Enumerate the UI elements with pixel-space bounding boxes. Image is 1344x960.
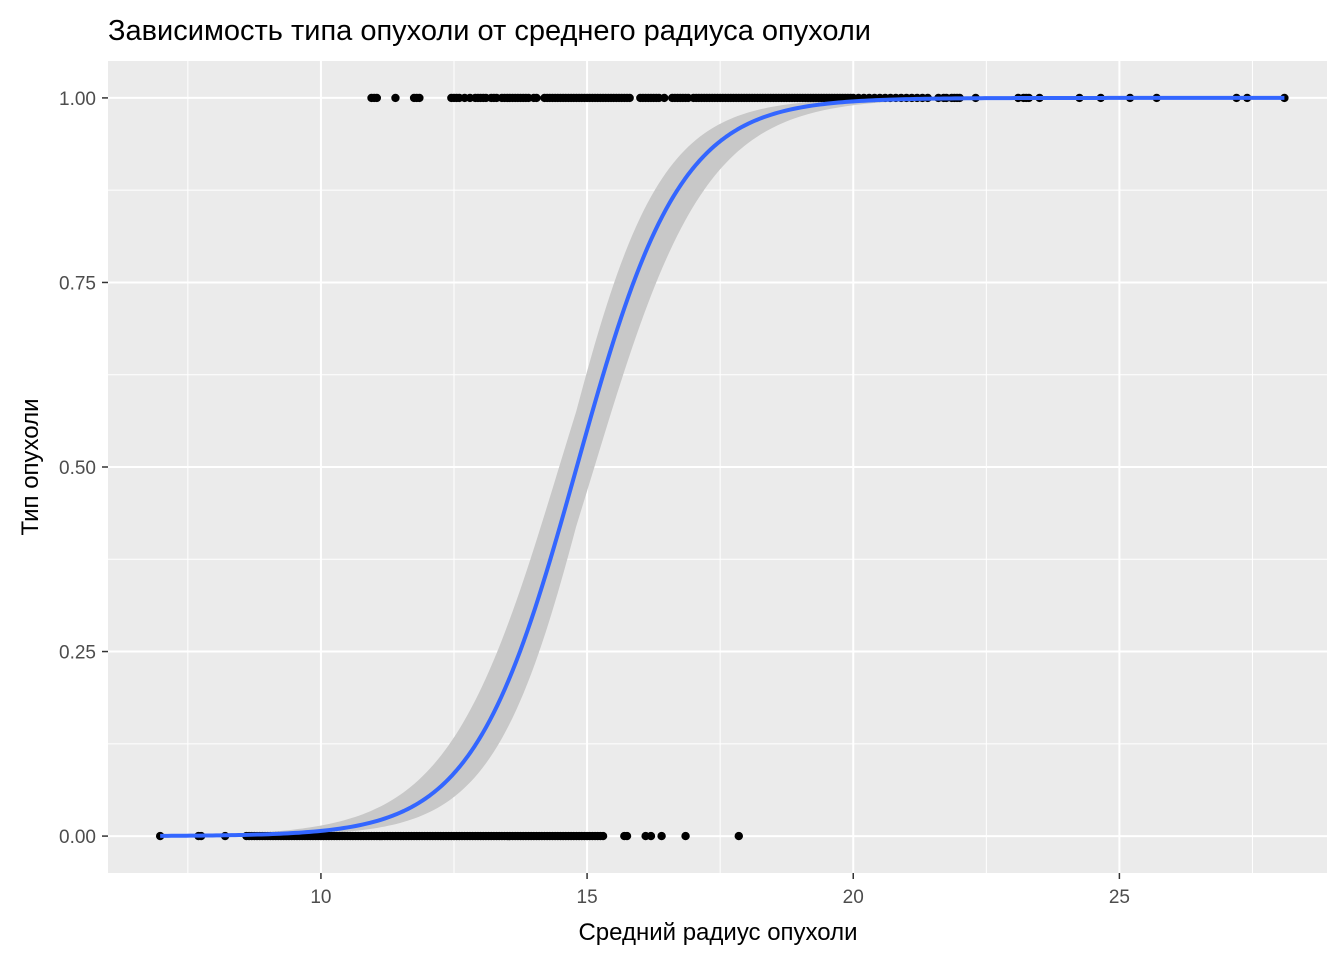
x-tick-label: 15 bbox=[577, 887, 598, 908]
data-point bbox=[415, 93, 424, 103]
data-point bbox=[391, 93, 400, 103]
data-point bbox=[734, 831, 743, 841]
y-axis-title: Тип опухоли bbox=[17, 399, 44, 536]
x-axis-ticks: 10 15 20 25 bbox=[310, 873, 1130, 908]
fit-line-layer bbox=[160, 95, 1285, 838]
data-point bbox=[622, 831, 632, 841]
y-tick-label: 0.25 bbox=[59, 643, 96, 664]
x-tick-label: 25 bbox=[1109, 887, 1130, 908]
data-points-layer bbox=[155, 93, 1289, 841]
fit-line bbox=[160, 95, 1285, 838]
data-point bbox=[660, 93, 669, 103]
data-point bbox=[657, 831, 666, 841]
y-tick-label: 0.00 bbox=[59, 827, 96, 848]
x-tick-label: 10 bbox=[310, 887, 331, 908]
data-point bbox=[681, 831, 690, 841]
data-point bbox=[625, 93, 634, 103]
data-point bbox=[646, 831, 656, 841]
data-point bbox=[1280, 93, 1289, 103]
x-axis-title: Средний радиус опухоли bbox=[578, 919, 857, 946]
y-tick-label: 0.75 bbox=[59, 273, 96, 294]
chart-title: Зависимость типа опухоли от среднего рад… bbox=[108, 15, 871, 47]
y-tick-label: 0.50 bbox=[59, 458, 96, 479]
y-axis-ticks: 0.00 0.25 0.50 0.75 1.00 bbox=[59, 89, 108, 848]
y-tick-label: 1.00 bbox=[59, 89, 96, 110]
data-point bbox=[372, 93, 382, 103]
data-point bbox=[598, 831, 608, 841]
data-point bbox=[532, 93, 541, 103]
x-tick-label: 20 bbox=[843, 887, 864, 908]
